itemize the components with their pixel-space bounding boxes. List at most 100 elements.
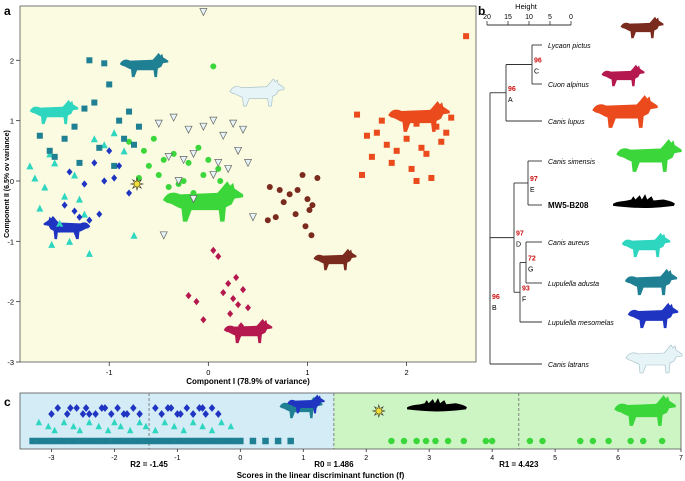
data-point bbox=[388, 159, 395, 166]
canid-silhouette bbox=[627, 302, 679, 329]
support-value: 97 bbox=[530, 176, 538, 183]
scale-tick-label: 10 bbox=[525, 14, 533, 21]
node-letter: C bbox=[534, 69, 539, 76]
cuon-alpinus-icon bbox=[223, 318, 273, 344]
data-point bbox=[80, 210, 88, 218]
plot-background bbox=[19, 5, 477, 363]
data-point bbox=[121, 135, 128, 142]
data-point bbox=[443, 129, 450, 136]
data-point bbox=[154, 119, 163, 128]
data-point bbox=[224, 437, 231, 445]
y-axis-label: Component II (6.5% ov variance) bbox=[4, 130, 11, 238]
data-point bbox=[276, 187, 283, 194]
data-point bbox=[403, 135, 410, 142]
data-point bbox=[117, 437, 124, 445]
data-point bbox=[123, 410, 131, 418]
data-point bbox=[202, 410, 209, 418]
data-point bbox=[444, 437, 452, 445]
canid-silhouette bbox=[223, 318, 273, 344]
x-tick-label: 6 bbox=[616, 455, 620, 462]
data-point bbox=[86, 57, 93, 64]
data-point bbox=[67, 404, 74, 412]
data-point bbox=[177, 410, 184, 418]
cuon-alpinus-icon bbox=[601, 64, 645, 87]
data-point bbox=[73, 437, 80, 445]
canis-simensis-icon bbox=[162, 181, 244, 222]
data-point bbox=[46, 150, 54, 158]
canid-silhouette bbox=[621, 232, 671, 258]
threshold-label: R1 = 4.423 bbox=[499, 460, 539, 469]
data-point bbox=[85, 410, 93, 418]
data-point bbox=[189, 149, 198, 159]
data-point bbox=[116, 162, 123, 170]
data-point bbox=[183, 404, 191, 412]
data-point bbox=[309, 202, 316, 209]
data-point bbox=[35, 418, 43, 426]
fossil-mandible-icon bbox=[613, 194, 675, 208]
data-point bbox=[67, 437, 74, 445]
fossil-mandible-shape bbox=[407, 398, 467, 412]
taxon-label: Canis lupus bbox=[548, 119, 585, 126]
data-point bbox=[114, 404, 121, 412]
scale-tick-label: 5 bbox=[548, 14, 552, 21]
data-point bbox=[373, 129, 380, 136]
data-point bbox=[214, 159, 223, 168]
data-point bbox=[101, 177, 108, 185]
data-point bbox=[155, 437, 162, 445]
canid-silhouette bbox=[601, 64, 645, 87]
data-point bbox=[96, 210, 103, 218]
data-point bbox=[266, 184, 273, 191]
x-tick-label: -1 bbox=[106, 368, 113, 377]
x-tick-label: -3 bbox=[48, 455, 54, 462]
data-point bbox=[92, 410, 99, 418]
data-point bbox=[413, 120, 420, 127]
data-point bbox=[169, 113, 178, 122]
data-point bbox=[199, 404, 206, 412]
data-point bbox=[76, 213, 83, 221]
threshold-label: R2 = -1.45 bbox=[130, 460, 168, 469]
data-point bbox=[233, 273, 240, 282]
data-point bbox=[408, 165, 415, 172]
data-point bbox=[482, 437, 490, 445]
data-point bbox=[184, 125, 193, 134]
data-point bbox=[488, 437, 496, 445]
data-point bbox=[56, 219, 64, 227]
data-point bbox=[388, 437, 395, 445]
x-axis-label: Scores in the linear discriminant functi… bbox=[237, 471, 405, 480]
data-point bbox=[413, 177, 420, 184]
node-letter: A bbox=[508, 97, 513, 104]
data-point bbox=[66, 168, 73, 176]
x-tick-label: 0 bbox=[206, 368, 210, 377]
data-point bbox=[92, 437, 99, 445]
canid-silhouette bbox=[592, 95, 658, 128]
data-point bbox=[248, 213, 258, 222]
panel-b: b Height 20 15 10 5 0 A 96 B 96 C 96 D 97 E 97 F 93 G 72 Lyca… bbox=[478, 2, 683, 374]
data-point bbox=[304, 196, 311, 203]
lycaon-pictus-icon bbox=[620, 16, 664, 39]
x-tick-label: 1 bbox=[301, 455, 305, 462]
data-point bbox=[41, 437, 49, 445]
fossil-mandible-shape bbox=[613, 194, 675, 208]
data-point bbox=[314, 174, 321, 181]
support-value: 97 bbox=[516, 231, 524, 238]
data-point bbox=[101, 404, 109, 412]
data-point bbox=[432, 437, 439, 445]
data-point bbox=[31, 174, 39, 182]
data-point bbox=[82, 404, 90, 412]
data-point bbox=[61, 192, 69, 200]
data-point bbox=[299, 171, 306, 178]
y-tick-label: -3 bbox=[7, 358, 14, 367]
data-point bbox=[199, 8, 208, 17]
data-point bbox=[245, 304, 251, 312]
data-point bbox=[150, 135, 157, 142]
data-point bbox=[60, 437, 68, 445]
data-point bbox=[54, 404, 62, 412]
taxon-label: Lupulella adusta bbox=[548, 281, 599, 288]
data-point bbox=[100, 141, 108, 149]
canid-silhouette bbox=[162, 181, 244, 222]
data-point bbox=[159, 231, 168, 240]
node-letter: G bbox=[528, 267, 533, 274]
data-point bbox=[90, 135, 98, 143]
data-point bbox=[54, 437, 62, 445]
